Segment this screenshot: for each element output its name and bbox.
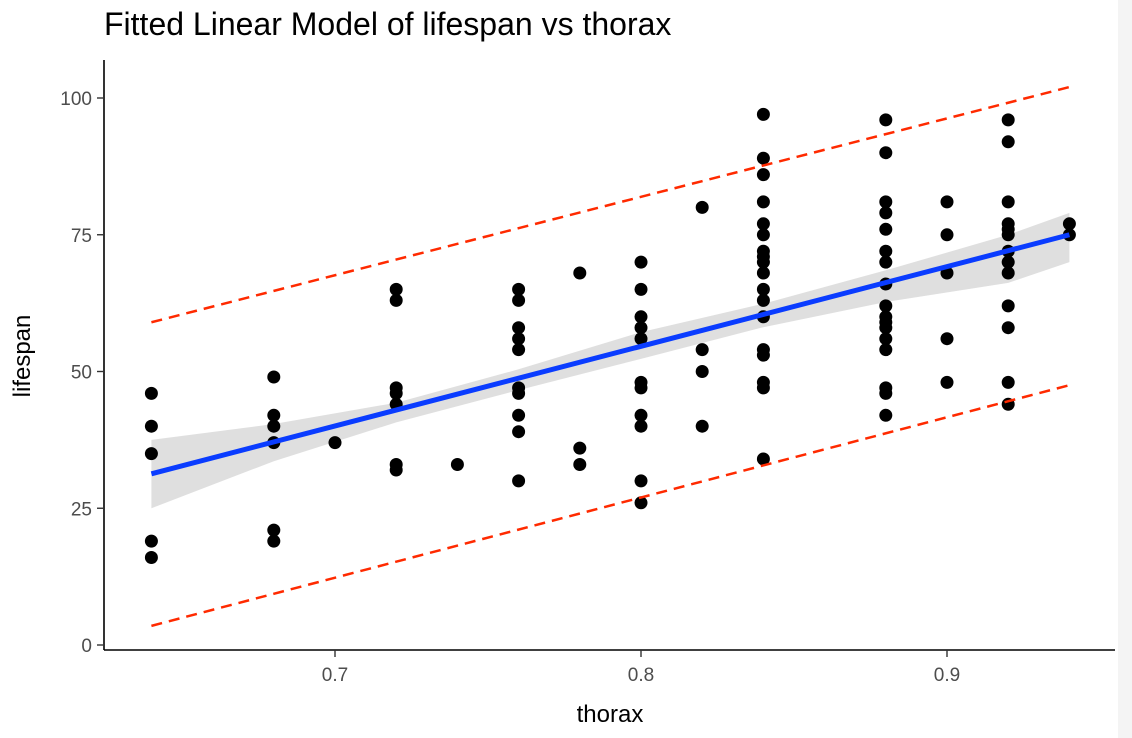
y-tick-label: 100 — [60, 89, 92, 110]
data-point — [940, 375, 954, 389]
data-point — [1001, 266, 1015, 280]
data-point — [695, 200, 709, 214]
data-point — [1001, 135, 1015, 149]
data-point — [756, 452, 770, 466]
data-point — [389, 293, 403, 307]
data-point — [1001, 321, 1015, 335]
data-point — [634, 419, 648, 433]
data-point — [634, 321, 648, 335]
data-point — [389, 386, 403, 400]
data-point — [512, 425, 526, 439]
data-point — [512, 332, 526, 346]
scrollbar-strip — [1118, 0, 1132, 738]
x-tick-label: 0.7 — [322, 665, 348, 686]
data-point — [512, 343, 526, 357]
data-point — [879, 343, 893, 357]
data-point — [144, 534, 158, 548]
data-point — [634, 332, 648, 346]
data-point — [756, 195, 770, 209]
data-point — [267, 370, 281, 384]
data-point — [144, 447, 158, 461]
data-point — [695, 365, 709, 378]
data-point — [1001, 375, 1015, 389]
data-point — [879, 299, 893, 313]
data-point — [267, 534, 281, 548]
data-point — [1001, 255, 1015, 269]
data-point — [695, 419, 709, 433]
data-point — [756, 151, 770, 165]
data-point — [634, 255, 648, 269]
data-point — [879, 386, 893, 400]
data-point — [879, 206, 893, 220]
data-point — [144, 419, 158, 433]
data-point — [328, 436, 342, 450]
x-tick-label: 0.8 — [628, 665, 654, 686]
data-point — [940, 195, 954, 209]
data-point — [1001, 195, 1015, 209]
data-point — [756, 293, 770, 307]
confidence-band — [151, 212, 1070, 509]
data-point — [144, 551, 158, 564]
data-point — [879, 146, 893, 160]
data-point — [634, 282, 648, 296]
data-point — [267, 408, 281, 422]
data-point — [512, 474, 526, 488]
y-tick-label: 50 — [71, 363, 92, 384]
data-point — [512, 386, 526, 400]
data-point — [1001, 299, 1015, 313]
data-point — [879, 321, 893, 335]
data-point — [573, 441, 587, 455]
data-point — [1001, 113, 1015, 127]
y-axis-label: lifespan — [9, 315, 36, 398]
data-point — [144, 386, 158, 400]
y-tick-label: 0 — [81, 636, 92, 657]
data-point — [756, 266, 770, 280]
fit-line — [150, 232, 1071, 477]
chart-title: Fitted Linear Model of lifespan vs thora… — [104, 6, 672, 42]
data-point — [879, 244, 893, 258]
data-point — [879, 255, 893, 269]
data-point — [879, 222, 893, 236]
data-point — [879, 113, 893, 127]
data-point — [879, 195, 893, 209]
data-point — [512, 282, 526, 296]
y-tick-label: 25 — [71, 499, 92, 520]
data-point — [940, 228, 954, 242]
data-point — [573, 458, 587, 471]
data-point — [512, 321, 526, 335]
data-point — [634, 408, 648, 422]
data-point — [450, 458, 464, 471]
x-tick-label: 0.9 — [934, 665, 960, 686]
x-axis-label: thorax — [577, 701, 644, 728]
data-point — [1062, 217, 1076, 231]
data-point — [756, 381, 770, 395]
data-point — [756, 168, 770, 182]
data-point — [634, 381, 648, 395]
data-point — [879, 408, 893, 422]
y-tick-label: 75 — [71, 226, 92, 247]
data-point — [512, 293, 526, 307]
data-point — [756, 282, 770, 296]
data-point — [634, 496, 648, 510]
lower-prediction-line — [151, 383, 1070, 628]
data-point — [879, 332, 893, 346]
data-point — [573, 266, 587, 280]
data-point — [756, 107, 770, 121]
data-point — [940, 332, 954, 346]
data-point — [389, 282, 403, 296]
data-point — [267, 523, 281, 537]
data-point — [512, 408, 526, 422]
data-point — [756, 228, 770, 242]
data-point — [756, 255, 770, 269]
data-point — [267, 419, 281, 433]
data-point — [695, 343, 709, 357]
data-point — [756, 217, 770, 231]
data-point — [756, 348, 770, 362]
upper-prediction-line — [151, 85, 1070, 324]
data-point — [634, 310, 648, 324]
data-point — [1001, 228, 1015, 242]
data-point — [634, 474, 648, 488]
data-point — [389, 463, 403, 477]
